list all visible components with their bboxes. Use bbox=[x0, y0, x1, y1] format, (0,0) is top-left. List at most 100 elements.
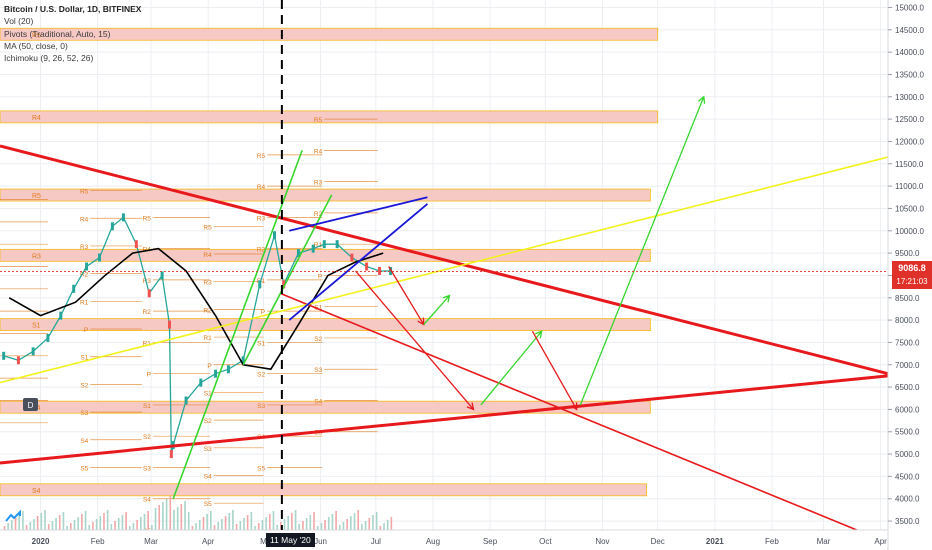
countdown-timer: 17:21:03 bbox=[896, 277, 928, 286]
volume-bar bbox=[114, 521, 116, 530]
price-candle bbox=[169, 450, 173, 459]
pivot-zones: R5 R4 R5 R3 S1 S4 S4 bbox=[0, 27, 659, 497]
volume-bar bbox=[103, 513, 105, 530]
volume-bar bbox=[151, 525, 153, 530]
x-axis-background[interactable] bbox=[0, 530, 888, 550]
projection-arrow-line bbox=[355, 270, 474, 410]
volume-bar bbox=[268, 514, 271, 530]
current-price-tag: 9086.8 17:21:03 bbox=[892, 261, 932, 289]
volume-bar bbox=[99, 516, 102, 530]
pivot-level-label: R5 bbox=[314, 117, 323, 124]
event-marker-badge[interactable] bbox=[23, 398, 38, 411]
price-candle bbox=[241, 356, 245, 365]
volume-bar bbox=[331, 514, 334, 530]
pivot-level-label: R4 bbox=[80, 216, 89, 223]
y-tick-label: 6000.0 bbox=[895, 405, 920, 414]
volume-bar bbox=[232, 510, 234, 530]
pivot-zone bbox=[0, 188, 651, 202]
pivot-level-label: S1 bbox=[314, 305, 322, 312]
volume-bar bbox=[213, 525, 216, 530]
price-candle bbox=[311, 244, 315, 253]
volume-bar bbox=[324, 520, 326, 530]
price-candle bbox=[110, 222, 114, 231]
volume-bar bbox=[128, 526, 131, 530]
y-tick-label: 12500.0 bbox=[895, 115, 924, 124]
volume-bar bbox=[121, 515, 124, 530]
y-tick-labels: 3500.0 4000.0 4500.0 5000.0 5500.0 6000.0 6500… bbox=[888, 3, 924, 526]
price-candle bbox=[335, 240, 339, 249]
ma-line bbox=[8, 247, 384, 371]
volume-bar bbox=[77, 517, 79, 530]
pivot-level-label: P bbox=[147, 372, 151, 379]
volume-bar bbox=[14, 517, 17, 530]
volume-bar bbox=[95, 519, 98, 530]
volume-bar bbox=[165, 499, 168, 530]
projection-arrow-line bbox=[480, 330, 543, 406]
trendline-blue-lower bbox=[288, 203, 428, 321]
volume-bar bbox=[243, 518, 245, 530]
price-candle bbox=[59, 311, 63, 320]
volume-bar bbox=[88, 525, 91, 530]
pivot-level-label: S5 bbox=[80, 465, 88, 472]
pivot-level-label: S2 bbox=[204, 418, 212, 425]
volume-bar bbox=[25, 525, 28, 530]
pivot-level-label: R2 bbox=[314, 211, 323, 218]
y-tick-label: 13500.0 bbox=[895, 70, 924, 79]
volume-bar bbox=[327, 517, 330, 530]
trendline-red-upper bbox=[0, 144, 889, 376]
pivot-zone bbox=[0, 483, 648, 497]
volume-bar bbox=[386, 520, 389, 530]
price-candle bbox=[350, 253, 354, 262]
pivot-level-label: P bbox=[318, 273, 322, 280]
volume-bar bbox=[257, 523, 260, 530]
trendline-blue-upper bbox=[289, 196, 428, 232]
volume-bar bbox=[361, 524, 363, 530]
legend-ma[interactable]: MA (50, close, 0) bbox=[4, 40, 68, 51]
tradingview-logo-icon bbox=[5, 510, 21, 522]
trendline-red-thin bbox=[279, 292, 869, 536]
y-tick-label: 6500.0 bbox=[895, 383, 920, 392]
y-tick-label: 14500.0 bbox=[895, 26, 924, 35]
pivot-level-label: R3 bbox=[203, 280, 212, 287]
volume-bar bbox=[280, 522, 282, 530]
legend-ichimoku[interactable]: Ichimoku (9, 26, 52, 26) bbox=[4, 53, 94, 64]
trendline-yellow bbox=[0, 156, 889, 384]
price-candle bbox=[282, 280, 286, 289]
volume-bar bbox=[154, 508, 157, 530]
pivot-level-label: R3 bbox=[257, 215, 266, 222]
legend-pivots[interactable]: Pivots (Traditional, Auto, 15) bbox=[4, 28, 111, 39]
pivot-level-label: S3 bbox=[204, 446, 212, 453]
volume-bar bbox=[180, 504, 183, 530]
pivot-level-label: S3 bbox=[314, 367, 322, 374]
x-tick-label: Nov bbox=[595, 537, 609, 546]
volume-bar bbox=[346, 519, 348, 530]
volume-bar bbox=[106, 510, 109, 530]
legend-volume[interactable]: Vol (20) bbox=[4, 16, 34, 27]
pivot-zone-label: S4 bbox=[32, 488, 41, 495]
price-candle bbox=[2, 351, 6, 360]
trendlines bbox=[0, 144, 889, 536]
price-candle bbox=[160, 271, 164, 280]
volume-bar bbox=[250, 512, 253, 530]
pivot-level-label: S2 bbox=[314, 336, 322, 343]
volume-bar bbox=[235, 524, 238, 530]
price-series bbox=[2, 213, 393, 459]
pivot-level-label: R4 bbox=[203, 252, 212, 259]
event-marker[interactable]: D bbox=[23, 398, 38, 411]
y-tick-label: 7500.0 bbox=[895, 338, 920, 347]
volume-bar bbox=[239, 521, 242, 530]
projection-arrows bbox=[355, 95, 706, 411]
volume-bar bbox=[364, 521, 367, 530]
projection-arrow-line bbox=[531, 330, 578, 410]
price-candle bbox=[31, 347, 35, 356]
price-candle bbox=[72, 284, 76, 293]
pivot-level-label: S2 bbox=[257, 372, 265, 379]
volume-bar bbox=[29, 522, 32, 530]
y-tick-label: 10500.0 bbox=[895, 204, 924, 213]
volume-bar bbox=[198, 520, 201, 530]
volume-bar bbox=[58, 515, 61, 530]
legend-symbol-title[interactable]: Bitcoin / U.S. Dollar, 1D, BITFINEX bbox=[4, 4, 142, 14]
volume-bar bbox=[357, 510, 360, 530]
volume-bar bbox=[140, 517, 142, 530]
